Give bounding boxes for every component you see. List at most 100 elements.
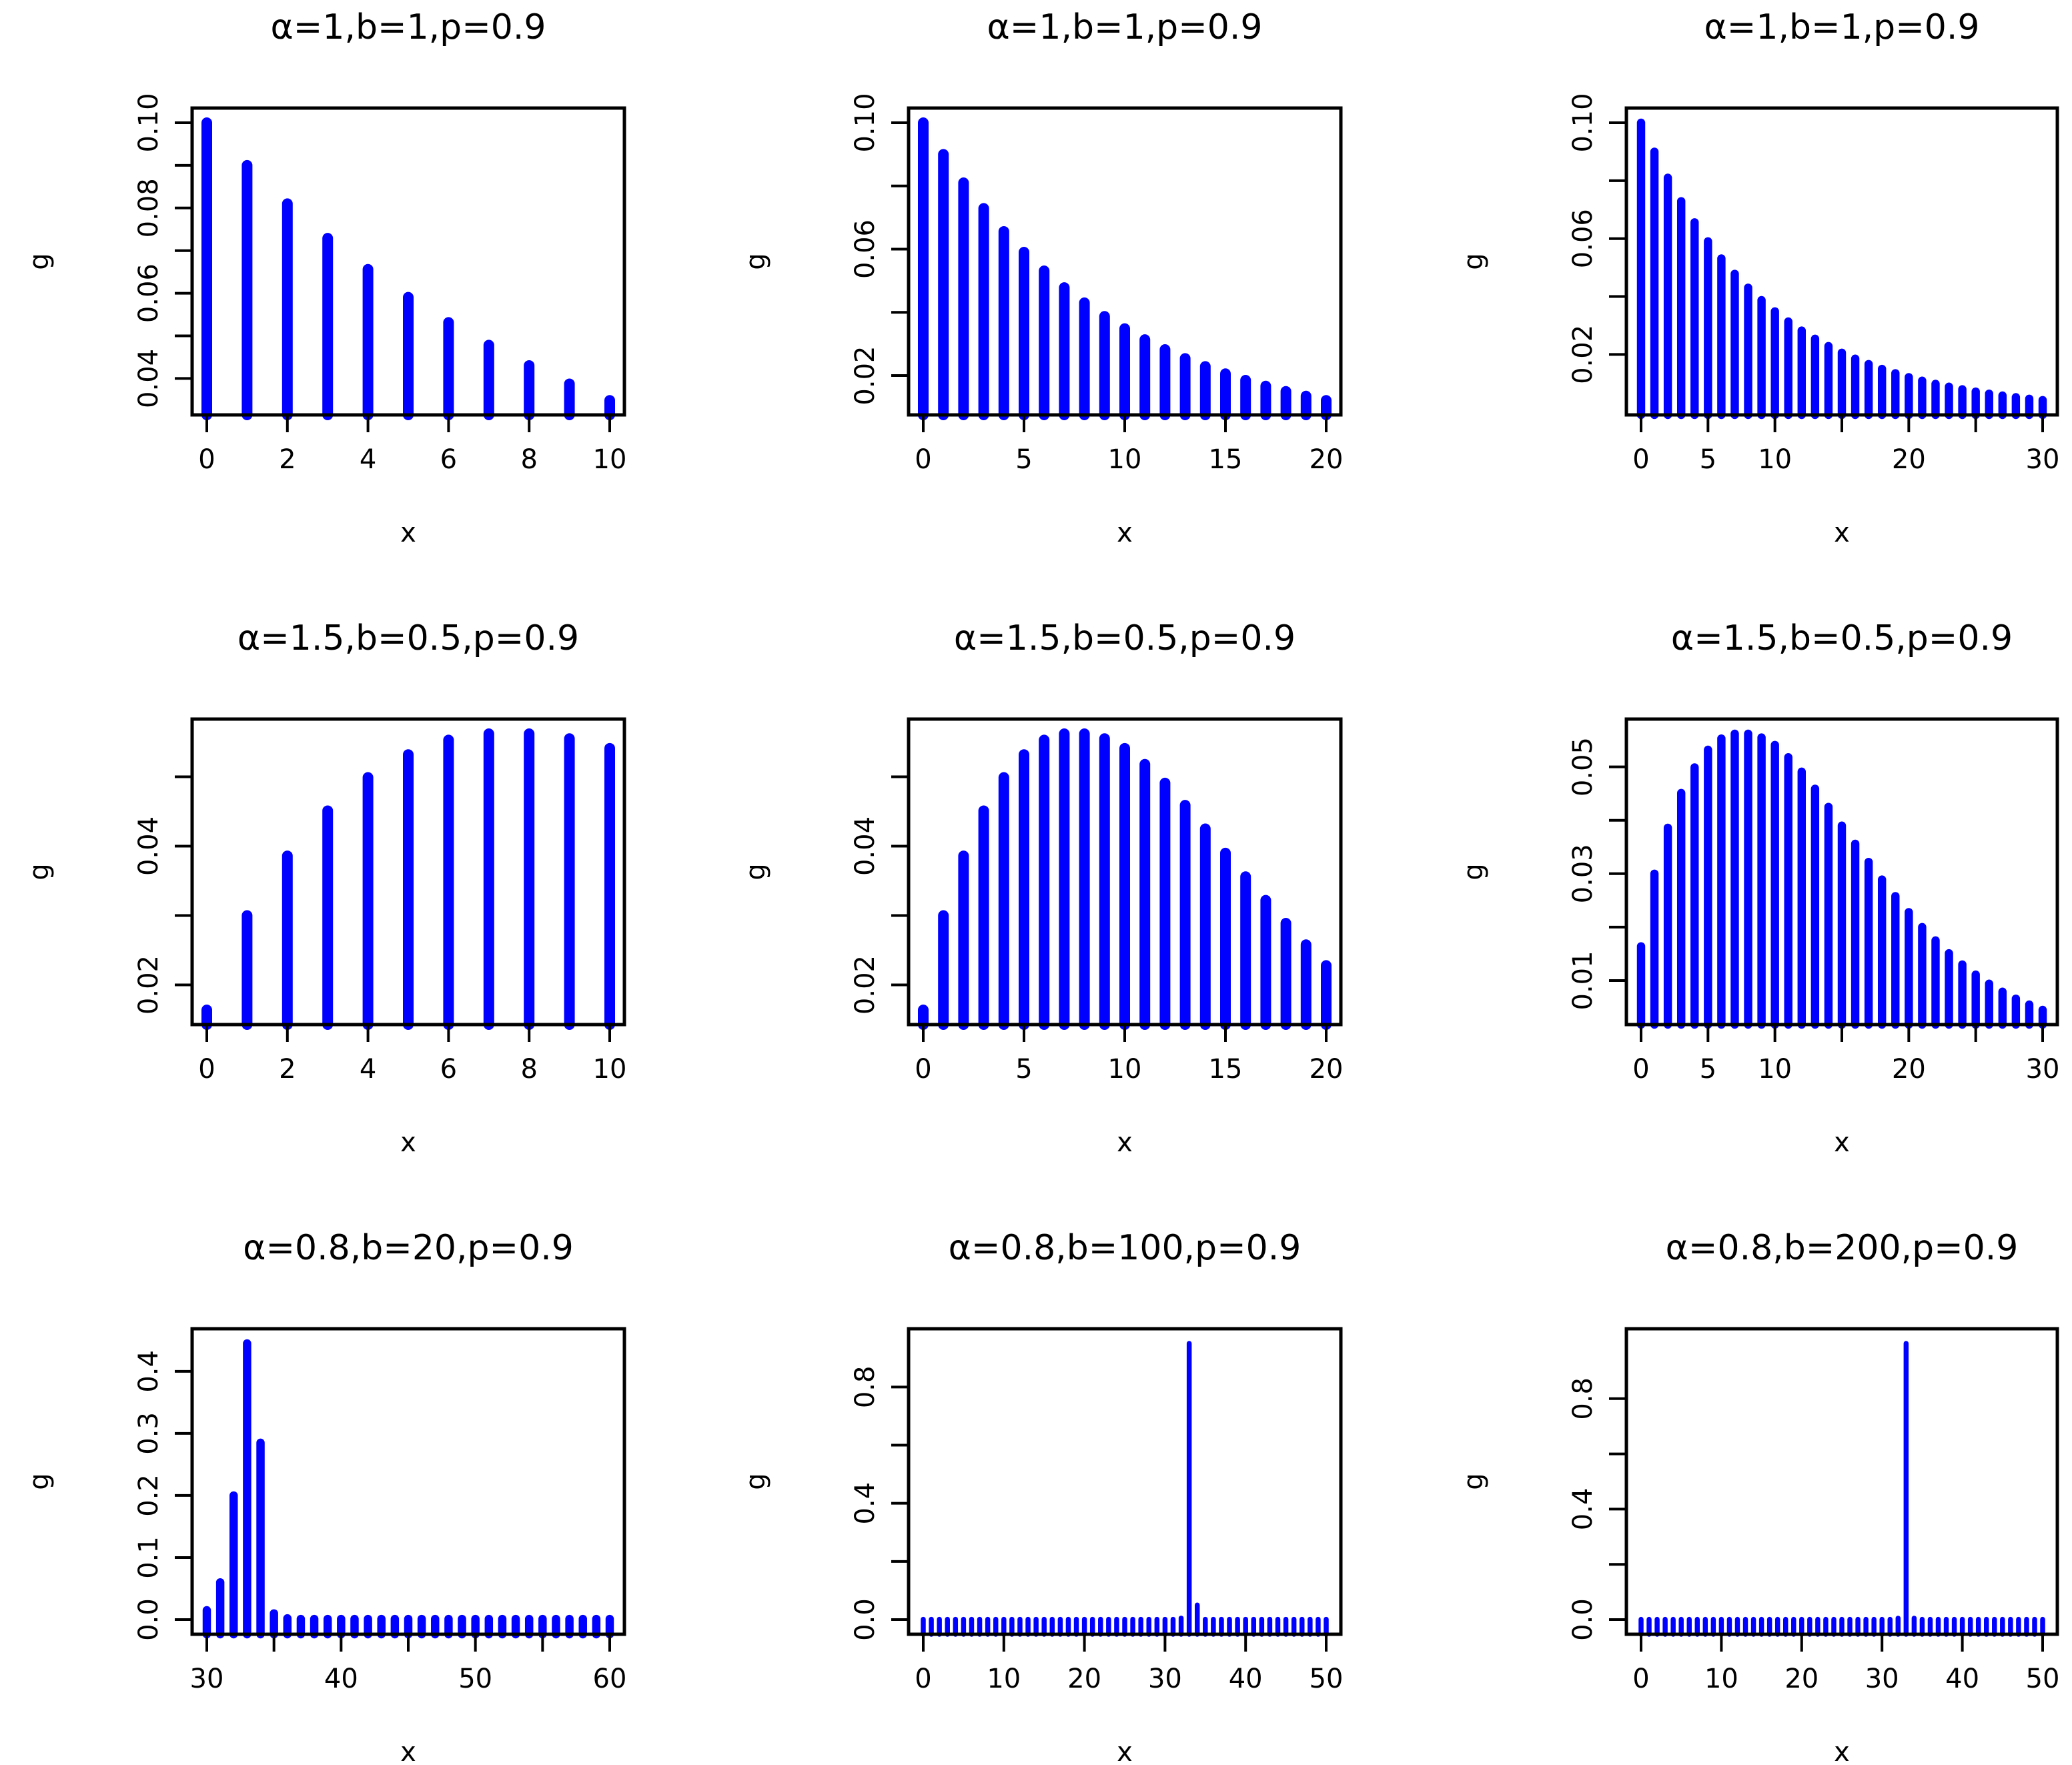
chart-title: α=1,b=1,p=0.9 xyxy=(987,7,1263,47)
x-tick-label: 15 xyxy=(1209,1054,1243,1085)
x-axis-label: x xyxy=(1834,518,1850,548)
x-tick-label: 10 xyxy=(1704,1664,1738,1694)
chart-title: α=1.5,b=0.5,p=0.9 xyxy=(237,618,579,658)
chart-panel-6: 0 5 10 20 30 0.01 0.03 0.05 α=1.5,b=0.5,p=0.9 x g xyxy=(1458,618,2059,1158)
x-axis-label: x xyxy=(400,1737,416,1765)
y-tick-label: 0.03 xyxy=(1568,844,1598,903)
plot-frame xyxy=(1624,1327,2059,1636)
y-tick-label: 0.2 xyxy=(133,1474,164,1517)
x-tick-label: 0 xyxy=(915,1664,931,1694)
x-tick-label: 0 xyxy=(915,444,931,475)
x-axis-label: x xyxy=(400,1127,416,1158)
x-tick-label: 20 xyxy=(1784,1664,1819,1694)
x-tick-label: 10 xyxy=(1758,1054,1792,1085)
x-tick-label: 20 xyxy=(1892,1054,1926,1085)
x-tick-label: 2 xyxy=(279,1054,296,1085)
x-tick-label: 20 xyxy=(1892,444,1926,475)
y-tick-label: 0.10 xyxy=(1568,93,1598,152)
x-tick-label: 20 xyxy=(1067,1664,1101,1694)
chart-title: α=0.8,b=20,p=0.9 xyxy=(243,1228,574,1268)
x-axis-label: x xyxy=(400,518,416,548)
plot-frame xyxy=(190,106,626,417)
x-tick-label: 8 xyxy=(520,1054,537,1085)
y-tick-label: 0.06 xyxy=(1568,209,1598,268)
chart-panel-1: 0 2 4 6 8 10 0.04 0.06 0.08 0.10 α=1,b=1,p=0.9 x g xyxy=(24,7,626,548)
chart-title: α=1,b=1,p=0.9 xyxy=(1704,7,1980,47)
x-tick-label: 40 xyxy=(1229,1664,1263,1694)
x-axis-label: x xyxy=(1117,1127,1133,1158)
x-tick-label: 5 xyxy=(1700,1054,1716,1085)
y-axis-label: g xyxy=(1458,253,1489,269)
y-tick-label: 0.4 xyxy=(1568,1488,1598,1531)
y-axis-label: g xyxy=(740,253,771,269)
x-tick-label: 10 xyxy=(593,1054,627,1085)
y-tick-label: 0.06 xyxy=(850,219,881,279)
x-tick-label: 6 xyxy=(440,1054,457,1085)
x-tick-label: 4 xyxy=(360,1054,376,1085)
y-tick-label: 0.0 xyxy=(850,1598,881,1641)
x-tick-label: 8 xyxy=(520,444,537,475)
x-tick-label: 50 xyxy=(2026,1664,2060,1694)
chart-title: α=0.8,b=200,p=0.9 xyxy=(1666,1228,2019,1268)
y-axis-label: g xyxy=(24,253,55,269)
x-tick-label: 6 xyxy=(440,444,457,475)
x-tick-label: 0 xyxy=(1632,1664,1649,1694)
y-tick-label: 0.3 xyxy=(133,1412,164,1455)
x-tick-label: 2 xyxy=(279,444,296,475)
y-axis-label: g xyxy=(740,863,771,880)
y-axis-label: g xyxy=(1458,863,1489,880)
x-tick-label: 4 xyxy=(360,444,376,475)
chart-panel-2: 0 5 10 15 20 0.02 0.06 0.10 α=1,b=1,p=0.9 x g xyxy=(740,7,1343,548)
chart-title: α=1.5,b=0.5,p=0.9 xyxy=(1671,618,2013,658)
y-tick-label: 0.02 xyxy=(133,955,164,1015)
x-axis-label: x xyxy=(1117,1737,1133,1765)
y-tick-label: 0.4 xyxy=(850,1482,881,1525)
x-tick-label: 0 xyxy=(1632,1054,1649,1085)
x-tick-label: 10 xyxy=(1108,1054,1142,1085)
y-tick-label: 0.10 xyxy=(850,93,881,152)
x-tick-label: 0 xyxy=(915,1054,931,1085)
y-tick-label: 0.8 xyxy=(850,1366,881,1409)
chart-title: α=1,b=1,p=0.9 xyxy=(271,7,546,47)
y-tick-label: 0.02 xyxy=(850,955,881,1015)
y-axis-label: g xyxy=(740,1473,771,1490)
x-tick-label: 10 xyxy=(593,444,627,475)
x-tick-label: 10 xyxy=(987,1664,1021,1694)
x-tick-label: 50 xyxy=(458,1664,492,1694)
x-tick-label: 40 xyxy=(1945,1664,1979,1694)
x-tick-label: 5 xyxy=(1015,1054,1032,1085)
y-tick-label: 0.04 xyxy=(133,816,164,876)
x-tick-label: 20 xyxy=(1310,444,1344,475)
x-tick-label: 20 xyxy=(1310,1054,1344,1085)
y-tick-label: 0.4 xyxy=(133,1350,164,1393)
chart-panel-4: 0 2 4 6 8 10 0.02 0.04 α=1.5,b=0.5,p=0.9 x g xyxy=(24,618,626,1158)
chart-panel-7: 30 40 50 60 0.0 0.1 0.2 0.3 0.4 α=0.8,b=20,p=0.9 x… xyxy=(24,1228,626,1765)
y-tick-label: 0.1 xyxy=(133,1536,164,1579)
x-tick-label: 40 xyxy=(324,1664,358,1694)
x-tick-label: 0 xyxy=(198,1054,215,1085)
x-tick-label: 5 xyxy=(1015,444,1032,475)
x-tick-label: 10 xyxy=(1758,444,1792,475)
chart-panel-8: 0 10 20 30 40 50 0.0 0.4 0.8 α=0.8,b=100,p=0.9 x g xyxy=(740,1228,1343,1765)
plot-frame xyxy=(190,717,626,1027)
x-tick-label: 15 xyxy=(1209,444,1243,475)
y-axis-label: g xyxy=(24,1473,55,1490)
x-tick-label: 0 xyxy=(1632,444,1649,475)
y-tick-label: 0.04 xyxy=(850,816,881,876)
x-tick-label: 5 xyxy=(1700,444,1716,475)
y-axis-label: g xyxy=(1458,1473,1489,1490)
y-tick-label: 0.04 xyxy=(133,349,164,408)
x-tick-label: 30 xyxy=(2026,444,2060,475)
x-axis-label: x xyxy=(1834,1737,1850,1765)
x-axis-label: x xyxy=(1117,518,1133,548)
x-tick-label: 60 xyxy=(593,1664,627,1694)
y-tick-label: 0.05 xyxy=(1568,737,1598,796)
y-tick-label: 0.06 xyxy=(133,263,164,323)
x-tick-label: 30 xyxy=(190,1664,224,1694)
y-tick-label: 0.0 xyxy=(133,1598,164,1641)
x-tick-label: 50 xyxy=(1310,1664,1344,1694)
chart-title: α=0.8,b=100,p=0.9 xyxy=(949,1228,1302,1268)
y-tick-label: 0.08 xyxy=(133,178,164,237)
y-tick-label: 0.0 xyxy=(1568,1598,1598,1641)
